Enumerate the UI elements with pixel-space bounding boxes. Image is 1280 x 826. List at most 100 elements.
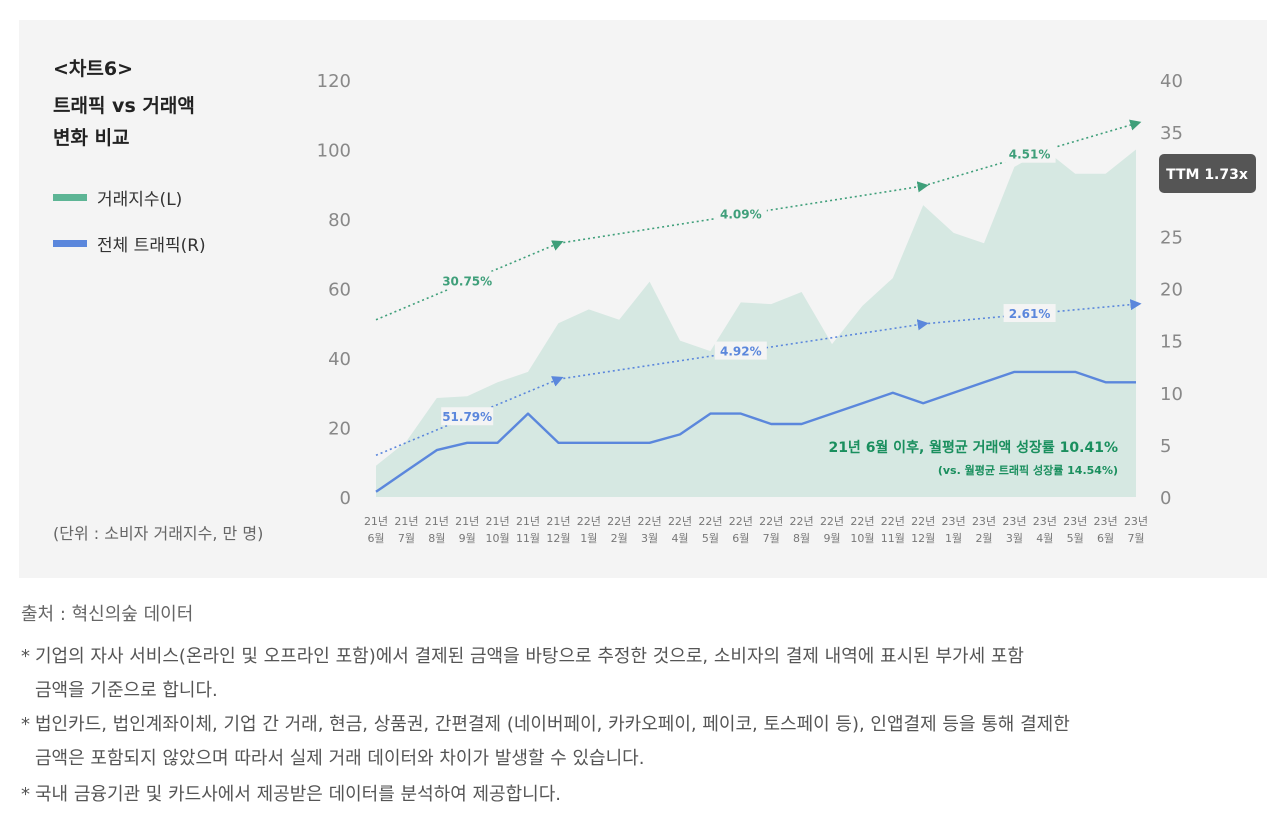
x-axis-tick-month: 8월 <box>793 532 810 545</box>
footnote-3-star: * <box>21 784 30 805</box>
unit-note: (단위 : 소비자 거래지수, 만 명) <box>53 524 264 543</box>
legend-label-traffic: 전체 트래픽(R) <box>97 236 206 256</box>
footnote-2: * 법인카드, 법인계좌이체, 기업 간 거래, 현금, 상품권, 간편결제 (네… <box>21 708 1266 776</box>
x-axis-tick-year: 22년 <box>850 515 874 528</box>
trend-label-bg <box>1003 144 1056 163</box>
x-axis-tick-year: 22년 <box>577 515 601 528</box>
x-axis-tick-year: 23년 <box>942 515 966 528</box>
footnote-2-line2: 금액은 포함되지 않았으며 따라서 실제 거래 데이터와 차이가 발생할 수 있… <box>35 748 645 769</box>
chart-title-line2: 변화 비교 <box>53 127 130 149</box>
x-axis-tick-year: 22년 <box>790 515 814 528</box>
source-note: 출처 : 혁신의숲 데이터 <box>21 604 194 625</box>
footnote-1: * 기업의 자사 서비스(온라인 및 오프라인 포함)에서 결제된 금액을 바탕으… <box>21 640 1266 708</box>
trend-arrow-segment <box>558 181 929 245</box>
left-axis-tick: 0 <box>340 488 351 509</box>
x-axis-tick-year: 21년 <box>425 515 449 528</box>
x-axis-tick-year: 22년 <box>607 515 631 528</box>
footnote-2-line1: 법인카드, 법인계좌이체, 기업 간 거래, 현금, 상품권, 간편결제 (네이… <box>35 714 1070 735</box>
trend-arrow-segment <box>558 319 929 380</box>
growth-annotation-sub: (vs. 월평균 트래픽 성장률 14.54%) <box>938 463 1118 477</box>
right-axis-tick: 35 <box>1160 123 1183 144</box>
x-axis-tick-year: 23년 <box>1033 515 1057 528</box>
x-axis-tick-year: 23년 <box>1094 515 1118 528</box>
trend-growth-label: 4.09% <box>720 208 762 222</box>
x-axis-tick-year: 22년 <box>668 515 692 528</box>
x-axis-tick-year: 22년 <box>729 515 753 528</box>
right-axis-tick: 10 <box>1160 384 1183 405</box>
legend-item-transactions: 거래지수(L) <box>53 185 182 210</box>
x-axis-tick-month: 10월 <box>486 532 510 545</box>
x-axis-tick-year: 21년 <box>455 515 479 528</box>
x-axis-tick-year: 21년 <box>486 515 510 528</box>
legend-label-transactions: 거래지수(L) <box>97 190 183 210</box>
x-axis-tick-month: 6월 <box>367 532 384 545</box>
right-axis-tick: 0 <box>1160 488 1171 509</box>
chart-svg: 020406080100120051015202530354021년6월21년7… <box>317 71 1256 545</box>
x-axis-tick-month: 3월 <box>641 532 658 545</box>
footnote-1-star: * <box>21 646 30 667</box>
x-axis-tick-year: 22년 <box>698 515 722 528</box>
line-series-traffic <box>375 370 1136 493</box>
x-axis-tick-month: 8월 <box>428 532 445 545</box>
x-axis-tick-month: 4월 <box>1036 532 1053 545</box>
x-axis-tick-month: 1월 <box>945 532 962 545</box>
x-axis-tick-month: 6월 <box>732 532 749 545</box>
x-axis-tick-month: 4월 <box>671 532 688 545</box>
x-axis-tick-year: 22년 <box>881 515 905 528</box>
footnote-1-line2: 금액을 기준으로 합니다. <box>35 680 218 701</box>
chart-title: 트래픽 vs 거래액 변화 비교 <box>53 90 293 154</box>
x-axis-tick-year: 21년 <box>394 515 418 528</box>
trend-label-bg <box>441 271 494 290</box>
right-axis-tick: 40 <box>1160 71 1183 92</box>
left-axis-tick: 80 <box>328 210 351 231</box>
x-axis-tick-month: 5월 <box>1067 532 1084 545</box>
growth-annotation: 21년 6월 이후, 월평균 거래액 성장률 10.41% <box>828 439 1118 456</box>
area-series-transactions <box>376 149 1136 497</box>
x-axis-tick-year: 22년 <box>820 515 844 528</box>
x-axis-tick-year: 22년 <box>759 515 783 528</box>
x-axis-tick-month: 7월 <box>1127 532 1144 545</box>
x-axis-tick-month: 3월 <box>1006 532 1023 545</box>
right-axis-tick: 5 <box>1160 436 1171 457</box>
left-axis-tick: 40 <box>328 349 351 370</box>
left-axis-tick: 20 <box>328 419 351 440</box>
x-axis-tick-year: 22년 <box>911 515 935 528</box>
x-axis-tick-year: 21년 <box>516 515 540 528</box>
x-axis-tick-year: 23년 <box>1124 515 1148 528</box>
x-axis-tick-month: 7월 <box>763 532 780 545</box>
footnote-3-line1: 국내 금융기관 및 카드사에서 제공받은 데이터를 분석하여 제공합니다. <box>35 784 562 805</box>
x-axis-tick-month: 1월 <box>580 532 597 545</box>
left-axis-tick: 120 <box>317 71 351 92</box>
x-axis-tick-month: 11월 <box>516 532 540 545</box>
x-axis-tick-month: 12월 <box>911 532 935 545</box>
trend-growth-label: 51.79% <box>442 410 492 424</box>
x-axis-tick-month: 2월 <box>611 532 628 545</box>
chart-label: <차트6> <box>53 58 134 80</box>
right-axis-tick: 15 <box>1160 332 1183 353</box>
x-axis-tick-year: 21년 <box>364 515 388 528</box>
trend-growth-label: 2.61% <box>1009 307 1051 321</box>
ttm-badge-label: TTM 1.73x <box>1166 167 1248 183</box>
x-axis-tick-year: 22년 <box>638 515 662 528</box>
x-axis-tick-month: 10월 <box>850 532 874 545</box>
x-axis-tick-month: 2월 <box>975 532 992 545</box>
x-axis-tick-month: 6월 <box>1097 532 1114 545</box>
legend-swatch-transactions <box>53 194 87 201</box>
trend-growth-label: 30.75% <box>442 275 492 289</box>
x-axis-tick-month: 11월 <box>881 532 905 545</box>
x-axis-tick-month: 9월 <box>823 532 840 545</box>
left-axis-tick: 100 <box>317 141 351 162</box>
right-axis-tick: 25 <box>1160 227 1183 248</box>
x-axis-tick-month: 7월 <box>398 532 415 545</box>
x-axis-tick-year: 23년 <box>972 515 996 528</box>
x-axis-tick-month: 9월 <box>459 532 476 545</box>
legend-swatch-traffic <box>53 240 87 247</box>
trend-label-bg <box>714 341 767 360</box>
x-axis-tick-month: 12월 <box>546 532 570 545</box>
trend-growth-label: 4.51% <box>1009 148 1051 162</box>
trend-label-bg <box>1003 304 1056 323</box>
trend-label-bg <box>441 407 494 426</box>
x-axis-tick-year: 23년 <box>1063 515 1087 528</box>
trend-growth-label: 4.92% <box>720 345 762 359</box>
footnote-2-star: * <box>21 714 30 735</box>
